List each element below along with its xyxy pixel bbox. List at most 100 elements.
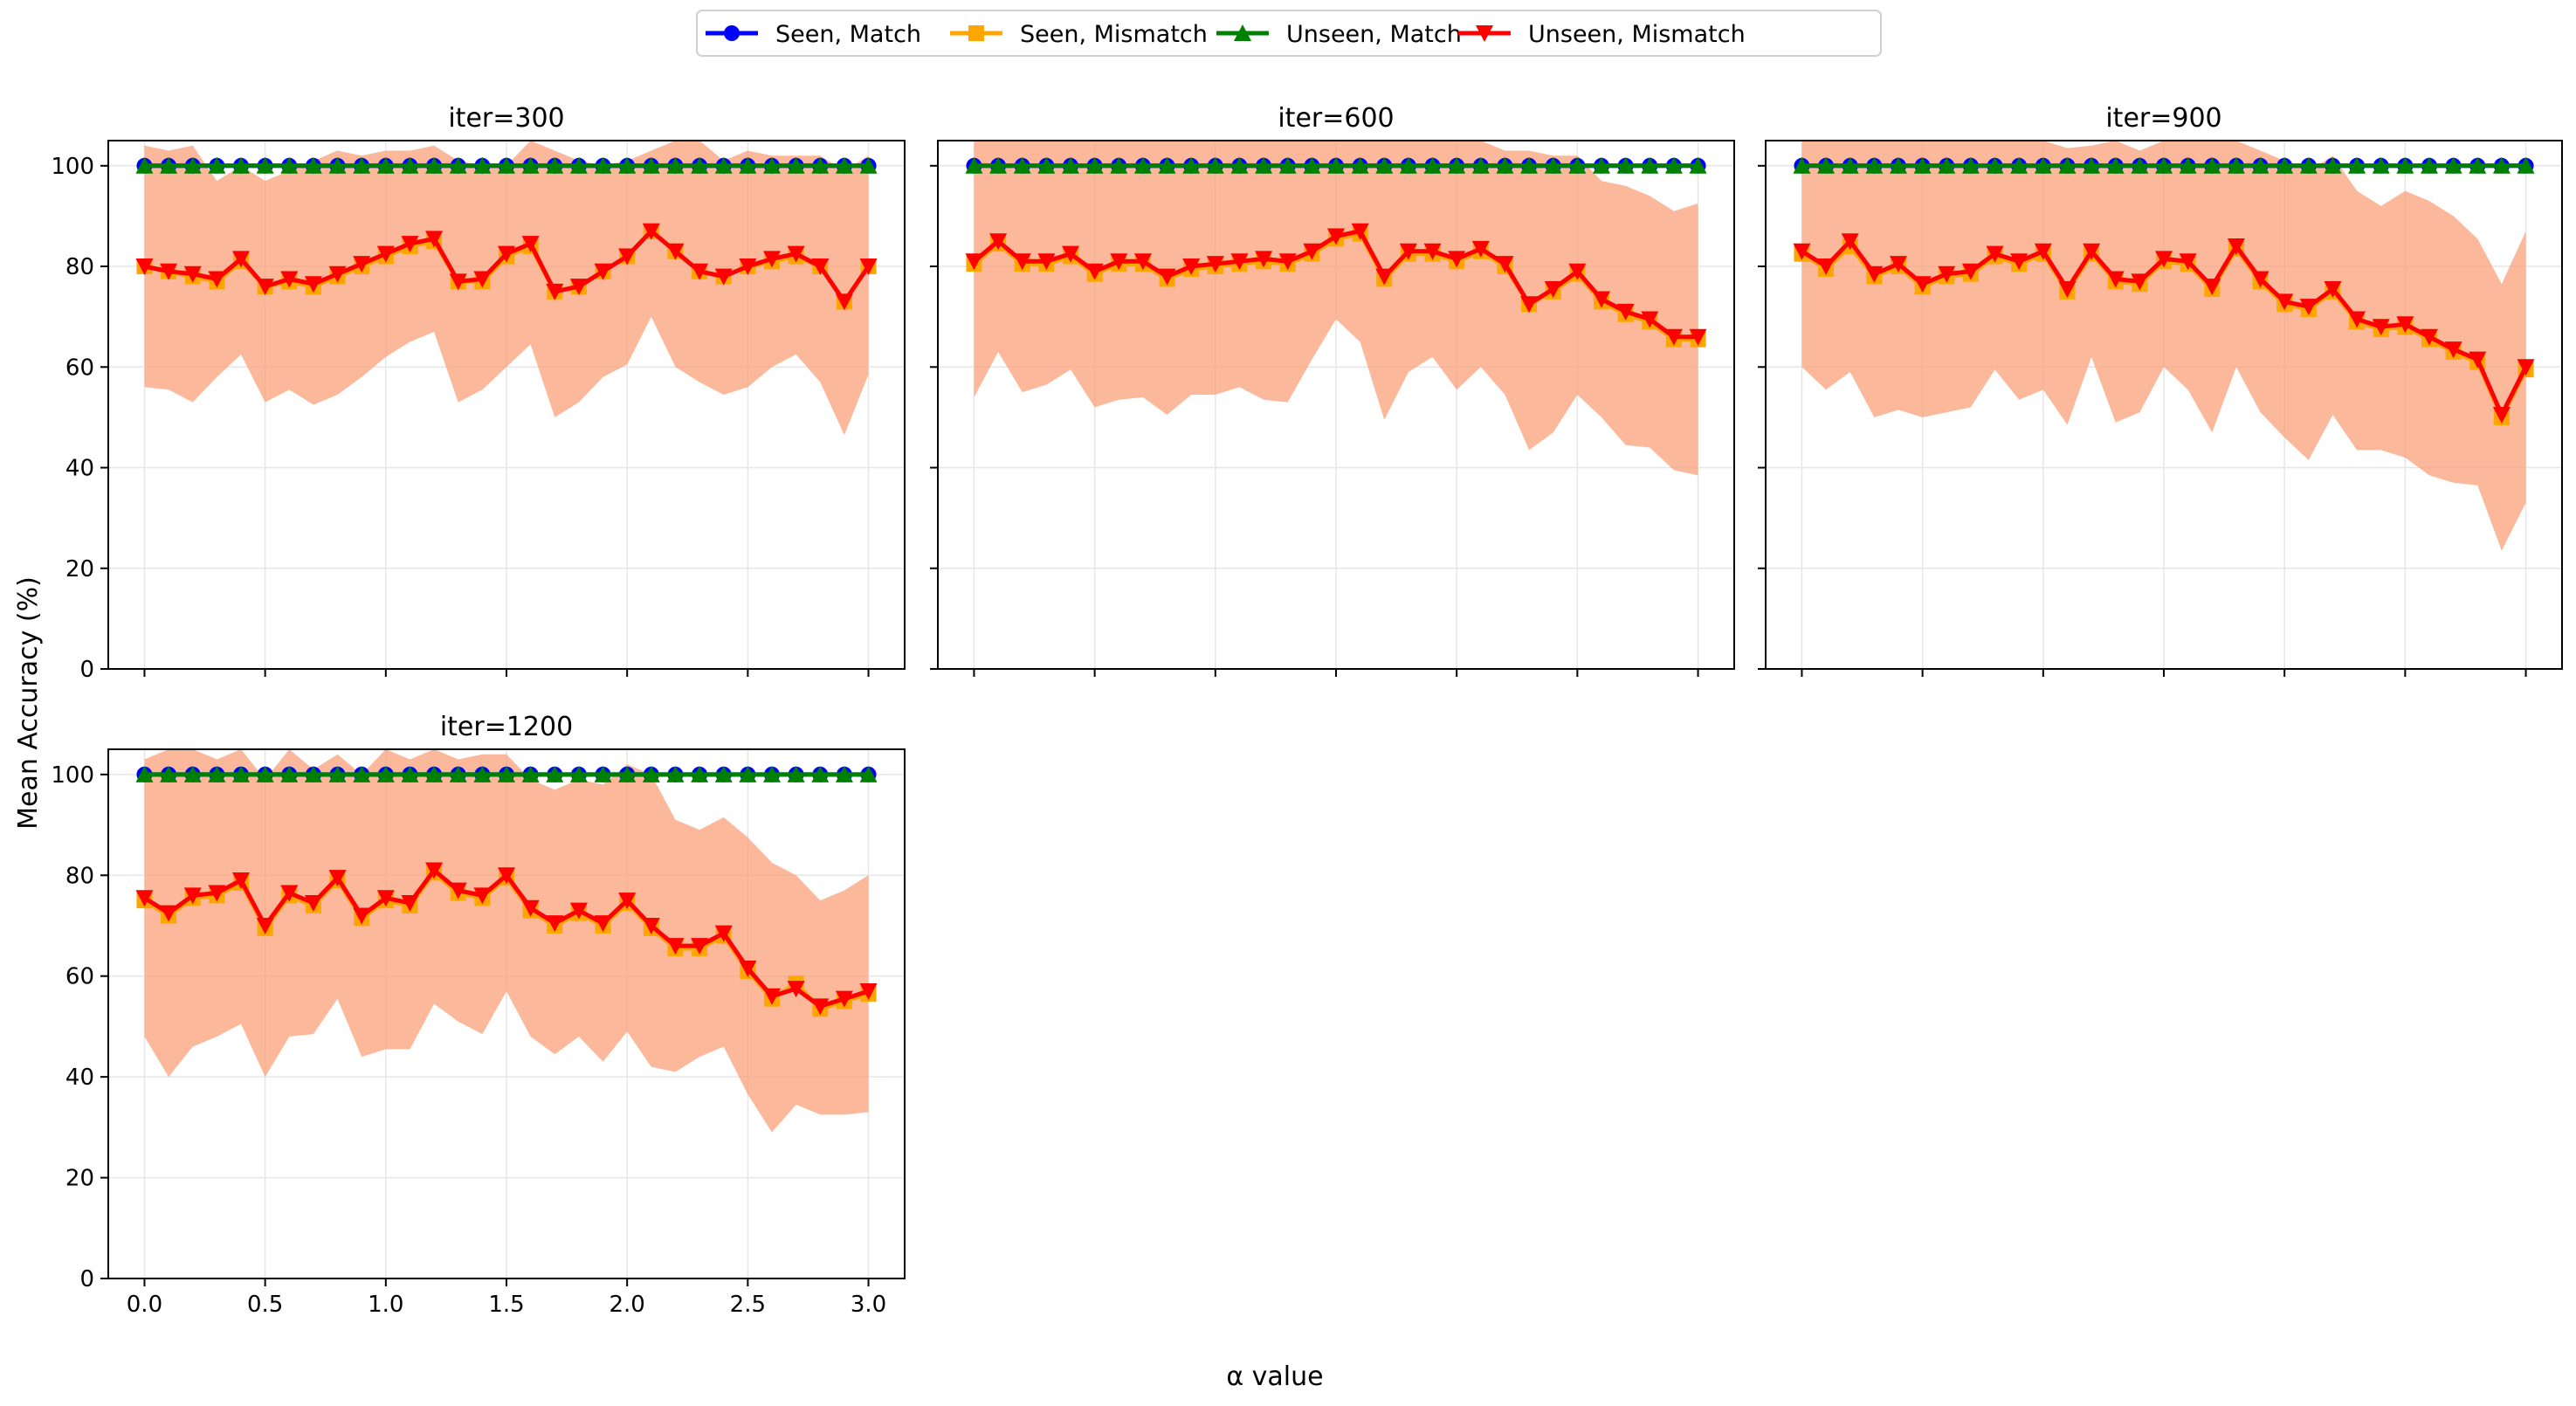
data-point (2227, 156, 2245, 174)
data-point (401, 156, 419, 174)
data-point (691, 765, 709, 782)
data-point (401, 765, 419, 782)
x-tick-label: 3.0 (851, 1292, 886, 1318)
data-point (1865, 156, 1884, 174)
data-point (1689, 328, 1707, 346)
data-point (666, 938, 685, 955)
data-point (183, 156, 202, 174)
data-point (473, 765, 492, 782)
data-point (160, 263, 178, 280)
data-point (304, 276, 322, 293)
data-point (1230, 156, 1249, 174)
data-point (280, 885, 299, 902)
data-point (666, 765, 685, 782)
data-point (714, 156, 733, 174)
data-point (1423, 156, 1442, 174)
data-point (1013, 156, 1031, 174)
data-point (859, 258, 878, 276)
data-point (1793, 243, 1811, 260)
data-point (763, 156, 781, 174)
data-point (2492, 407, 2511, 424)
data-point (1865, 265, 1884, 283)
data-point (569, 765, 588, 782)
data-point (1182, 156, 1201, 174)
data-point (449, 273, 467, 291)
series-unseen-mismatch (135, 862, 878, 1016)
data-point (642, 156, 660, 174)
data-point (1616, 303, 1635, 320)
data-point (2421, 156, 2438, 174)
data-point (1158, 268, 1176, 286)
data-point (160, 905, 178, 922)
data-point (2058, 156, 2077, 174)
data-point (642, 918, 660, 934)
data-point (521, 899, 540, 917)
data-point (2227, 238, 2245, 255)
data-point (666, 243, 685, 260)
data-point (1593, 156, 1610, 174)
data-point (376, 245, 395, 263)
data-point (666, 156, 685, 174)
series-unseen-mismatch (1793, 233, 2535, 424)
data-point (1327, 156, 1345, 174)
data-point (811, 765, 830, 782)
data-point (618, 893, 637, 910)
data-point (425, 765, 444, 782)
data-point (546, 156, 564, 174)
data-point (546, 915, 564, 933)
data-point (2251, 156, 2269, 174)
data-point (1841, 156, 1859, 174)
data-point (835, 765, 853, 782)
data-point (473, 156, 492, 174)
y-tick-label: 20 (65, 556, 94, 582)
data-point (1568, 156, 1587, 174)
y-tick-label: 100 (51, 154, 94, 180)
data-point (1689, 156, 1707, 174)
y-tick-label: 40 (65, 456, 94, 482)
data-point (2348, 156, 2366, 174)
data-point (401, 236, 419, 253)
x-tick-label: 0.0 (127, 1292, 162, 1318)
legend-item-seen-mismatch: Seen, Mismatch (950, 21, 1208, 48)
data-point (425, 156, 444, 174)
legend-item-unseen-match: Unseen, Match (1216, 21, 1462, 48)
data-point (1255, 156, 1273, 174)
y-tick-label: 40 (65, 1065, 94, 1091)
data-point (2469, 351, 2487, 369)
data-point (835, 990, 853, 1008)
data-point (2058, 280, 2077, 298)
data-point (1568, 263, 1587, 280)
data-point (135, 890, 154, 907)
data-point (425, 862, 444, 879)
data-point (2010, 156, 2028, 174)
data-point (569, 902, 588, 920)
data-point (618, 156, 637, 174)
data-point (1938, 156, 1956, 174)
data-point (1641, 311, 1659, 328)
data-point (328, 265, 347, 283)
data-point (498, 765, 515, 782)
data-point (811, 258, 830, 276)
data-point (256, 279, 274, 296)
subplot-iter-300: 0 20 40 60 80 100 iter=300 (51, 103, 906, 683)
data-point (642, 223, 660, 240)
data-point (787, 765, 805, 782)
data-point (1037, 156, 1056, 174)
data-point (280, 765, 299, 782)
data-point (739, 961, 757, 978)
data-point (787, 981, 805, 998)
subplot-title: iter=600 (1278, 103, 1394, 134)
data-point (811, 998, 830, 1016)
legend-item-seen-match: Seen, Match (706, 21, 921, 48)
data-point (618, 765, 637, 782)
data-point (763, 765, 781, 782)
data-point (1206, 256, 1224, 273)
data-point (473, 887, 492, 905)
y-tick-label: 0 (79, 1266, 94, 1292)
data-point (1593, 291, 1610, 308)
data-point (1303, 156, 1321, 174)
data-point (859, 156, 878, 174)
legend: Seen, Match Seen, Mismatch Unseen, Match Un… (696, 10, 1882, 57)
data-point (183, 265, 202, 283)
data-point (1496, 256, 1514, 273)
